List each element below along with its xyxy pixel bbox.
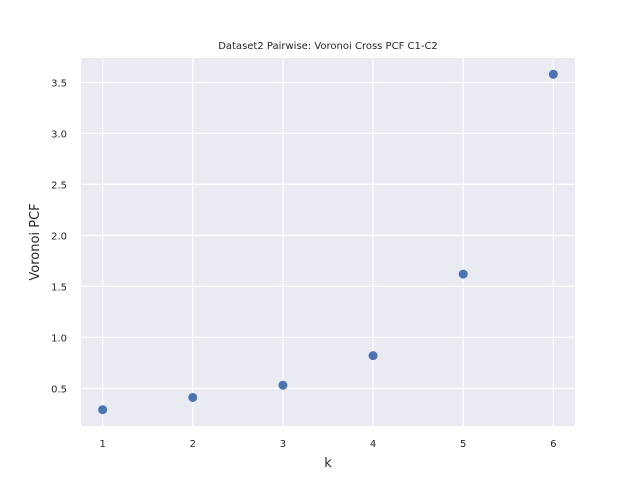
y-tick-label: 1.0: [51, 333, 67, 344]
y-tick-label: 3.0: [51, 129, 67, 140]
data-point: [278, 380, 288, 390]
y-tick-label: 3.5: [51, 78, 67, 89]
x-tick-labels: 1 2 3 4 5 6: [99, 439, 556, 450]
data-point: [548, 69, 558, 79]
plot-area: [81, 58, 575, 426]
data-point: [98, 405, 108, 415]
y-axis-label: Voronoi PCF: [28, 203, 43, 280]
x-tick-label: 4: [370, 439, 376, 450]
data-points: [98, 69, 558, 415]
x-tick-label: 6: [550, 439, 556, 450]
y-tick-label: 2.5: [51, 180, 67, 191]
y-tick-labels: 0.5 1.0 1.5 2.0 2.5 3.0 3.5: [51, 78, 67, 395]
x-tick-label: 3: [280, 439, 286, 450]
y-tick-label: 2.0: [51, 231, 67, 242]
y-tick-label: 1.5: [51, 282, 67, 293]
y-tick-label: 0.5: [51, 384, 67, 395]
x-axis-label: k: [324, 456, 332, 471]
data-point: [458, 269, 468, 279]
data-point: [188, 392, 198, 402]
x-tick-label: 5: [460, 439, 466, 450]
x-tick-label: 2: [190, 439, 196, 450]
data-point: [368, 351, 378, 361]
grid: [81, 58, 575, 426]
x-tick-label: 1: [99, 439, 105, 450]
chart-title: Dataset2 Pairwise: Voronoi Cross PCF C1-…: [218, 41, 438, 52]
